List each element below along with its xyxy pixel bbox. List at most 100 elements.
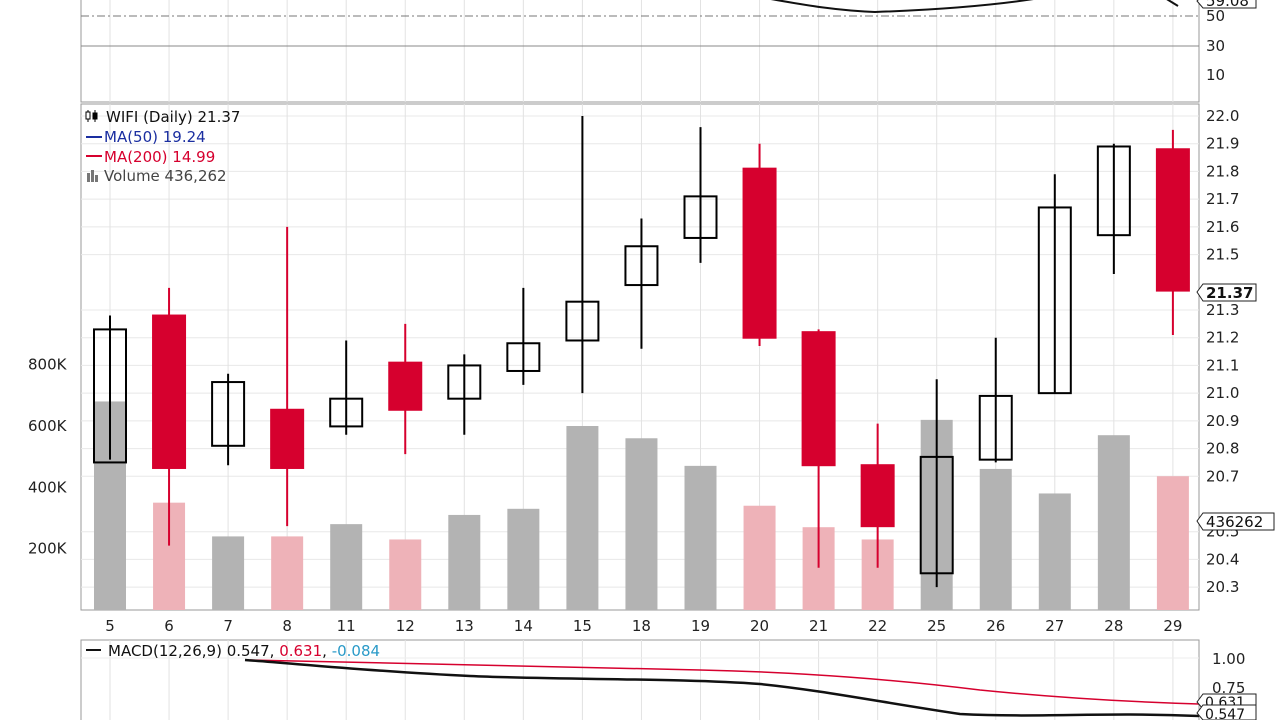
macd-panel: MACD(12,26,9) 0.547, 0.631, -0.084 1.00 … bbox=[80, 639, 1257, 720]
chart-legend: WIFI (Daily) 21.37 MA(50) 19.24 MA(200) … bbox=[85, 108, 240, 185]
rsi-line bbox=[770, 0, 1034, 14]
candle-body bbox=[1155, 148, 1190, 292]
price-tick-label: 21.5 bbox=[1206, 246, 1239, 264]
x-tick-label: 5 bbox=[105, 617, 115, 635]
price-panel: 22.0 21.9 21.8 21.7 21.6 21.5 21.3 21.2 21.1 21.0… bbox=[28, 103, 1275, 635]
rsi-tick-30: 30 bbox=[1206, 37, 1225, 55]
price-tick-label: 20.7 bbox=[1206, 467, 1239, 485]
candle-body bbox=[211, 381, 246, 447]
macd-legend-name: MACD(12,26,9) bbox=[108, 642, 222, 660]
legend-ma200: MA(200) 14.99 bbox=[104, 148, 215, 166]
rsi-line-tail bbox=[1166, 0, 1179, 7]
legend-volume: Volume 436,262 bbox=[104, 167, 227, 185]
x-tick-label: 13 bbox=[455, 617, 474, 635]
volume-bars bbox=[94, 401, 1189, 610]
volume-bar bbox=[1156, 476, 1189, 610]
volume-bar bbox=[448, 514, 481, 610]
x-tick-label: 12 bbox=[396, 617, 415, 635]
price-tick-label: 21.9 bbox=[1206, 135, 1239, 153]
volume-bar bbox=[389, 539, 422, 610]
rsi-panel-frame bbox=[80, 0, 1200, 103]
candle-body bbox=[624, 245, 659, 287]
candle-body bbox=[565, 300, 600, 342]
x-axis-ticks: 5 6 7 8 11 12 13 14 15 18 19 20 21 22 25 26 27 28 29 bbox=[105, 617, 1182, 635]
x-tick-label: 19 bbox=[691, 617, 710, 635]
rsi-panel: 50 30 10 59.08 bbox=[80, 0, 1257, 103]
candle-body bbox=[978, 394, 1013, 461]
x-tick-label: 29 bbox=[1163, 617, 1182, 635]
macd-legend-histogram: -0.084 bbox=[332, 642, 380, 660]
x-tick-label: 18 bbox=[632, 617, 651, 635]
volume-tick-label: 600K bbox=[28, 417, 68, 435]
price-tick-label: 21.8 bbox=[1206, 162, 1239, 180]
price-tick-label: 21.3 bbox=[1206, 301, 1239, 319]
price-tick-label: 20.8 bbox=[1206, 440, 1239, 458]
x-tick-label: 22 bbox=[868, 617, 887, 635]
price-axis-ticks: 22.0 21.9 21.8 21.7 21.6 21.5 21.3 21.2 21.1 21.0… bbox=[1206, 107, 1239, 596]
macd-tick-2: 0.75 bbox=[1212, 679, 1245, 697]
volume-bar bbox=[212, 536, 245, 610]
x-tick-label: 7 bbox=[223, 617, 233, 635]
candle-body bbox=[1096, 145, 1131, 237]
candle-body bbox=[447, 364, 482, 400]
candle-body bbox=[860, 464, 895, 528]
macd-panel-frame bbox=[80, 639, 1200, 720]
candle-body bbox=[93, 328, 127, 464]
volume-bar bbox=[507, 508, 540, 610]
last-volume-tag: 436262 bbox=[1196, 512, 1275, 531]
volume-legend-icon bbox=[87, 170, 98, 182]
price-tick-label: 21.0 bbox=[1206, 384, 1239, 402]
rsi-value-tag: 59.08 bbox=[1196, 0, 1257, 10]
volume-bar bbox=[1038, 493, 1071, 610]
legend-price: WIFI (Daily) 21.37 bbox=[106, 108, 240, 126]
volume-bar bbox=[271, 536, 304, 610]
price-tick-label: 20.3 bbox=[1206, 578, 1239, 596]
x-tick-label: 8 bbox=[282, 617, 292, 635]
volume-tick-label: 800K bbox=[28, 356, 68, 374]
price-tick-label: 21.6 bbox=[1206, 218, 1239, 236]
x-tick-label: 21 bbox=[809, 617, 828, 635]
candle-body bbox=[683, 195, 718, 239]
price-tick-label: 20.9 bbox=[1206, 412, 1239, 430]
candle-body bbox=[801, 331, 836, 467]
price-tick-label: 21.7 bbox=[1206, 190, 1239, 208]
x-tick-label: 6 bbox=[164, 617, 174, 635]
rsi-value-tag-text: 59.08 bbox=[1206, 0, 1249, 10]
candle-body bbox=[152, 314, 187, 469]
last-price-tag: 21.37 bbox=[1196, 283, 1257, 302]
x-tick-label: 11 bbox=[337, 617, 356, 635]
candle-body bbox=[1037, 206, 1072, 395]
candle-body bbox=[506, 342, 541, 372]
macd-legend-signal: 0.631 bbox=[279, 642, 322, 660]
macd-value-tag-text: 0.547 bbox=[1205, 707, 1245, 720]
macd-tick-1: 1.00 bbox=[1212, 650, 1245, 668]
volume-bar bbox=[625, 438, 658, 610]
x-tick-label: 28 bbox=[1104, 617, 1123, 635]
x-tick-label: 20 bbox=[750, 617, 769, 635]
price-tick-label: 21.2 bbox=[1206, 329, 1239, 347]
rsi-tick-10: 10 bbox=[1206, 66, 1225, 84]
volume-bar bbox=[743, 505, 776, 610]
candle-body bbox=[270, 408, 305, 469]
legend-ma50: MA(50) 19.24 bbox=[104, 128, 206, 146]
x-tick-label: 14 bbox=[514, 617, 533, 635]
candle-body bbox=[742, 167, 777, 339]
rsi-vertical-grid bbox=[109, 0, 1174, 102]
macd-legend-value: 0.547 bbox=[227, 642, 270, 660]
candle-body bbox=[329, 397, 364, 428]
price-tick-label: 22.0 bbox=[1206, 107, 1239, 125]
candle-legend-icon bbox=[85, 110, 98, 122]
macd-signal-line bbox=[249, 659, 1200, 705]
last-price-tag-text: 21.37 bbox=[1206, 284, 1253, 302]
candle-body bbox=[919, 455, 954, 575]
volume-axis-ticks: 800K 600K 400K 200K bbox=[28, 356, 68, 558]
x-tick-label: 26 bbox=[986, 617, 1005, 635]
macd-line bbox=[244, 658, 1200, 718]
volume-tick-label: 200K bbox=[28, 540, 68, 558]
rsi-tick-50: 50 bbox=[1206, 7, 1225, 25]
volume-bar bbox=[684, 465, 717, 610]
last-volume-tag-text: 436262 bbox=[1206, 513, 1263, 531]
candlesticks bbox=[93, 116, 1190, 588]
price-tick-label: 21.1 bbox=[1206, 356, 1239, 374]
